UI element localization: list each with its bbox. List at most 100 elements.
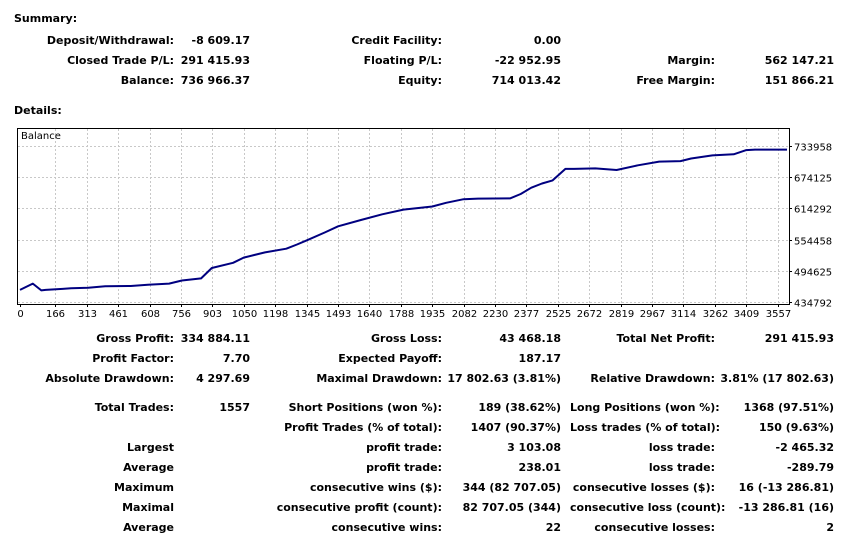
- profit-factor-value: 7.70: [222, 352, 250, 365]
- profit-trades-value: 1407 (90.37%): [470, 421, 561, 434]
- balance-series-line: [19, 148, 787, 292]
- absolute-drawdown-label: Absolute Drawdown:: [45, 372, 174, 385]
- average-profit-value: 238.01: [518, 461, 561, 474]
- long-positions-value: 1368 (97.51%): [743, 401, 834, 414]
- gross-profit-value: 334 884.11: [180, 332, 250, 345]
- largest-loss-label: loss trade:: [648, 441, 715, 454]
- x-tick-label: 1198: [263, 309, 288, 320]
- absolute-drawdown-value: 4 297.69: [196, 372, 250, 385]
- x-tick-label: 3557: [766, 309, 791, 320]
- expected-payoff-value: 187.17: [518, 352, 561, 365]
- x-tick-label: 461: [109, 309, 128, 320]
- max-cons-wins-value: 344 (82 707.05): [462, 481, 561, 494]
- x-tick-label: 1050: [232, 309, 257, 320]
- credit-facility-value: 0.00: [533, 34, 561, 47]
- max-cons-losses-value: 16 (-13 286.81): [738, 481, 834, 494]
- chart-title: Balance: [21, 131, 61, 142]
- x-tick-label: 2230: [483, 309, 508, 320]
- x-tick-label: 608: [141, 309, 160, 320]
- avg-cons-losses-label: consecutive losses:: [594, 521, 715, 534]
- x-tick-label: 2525: [546, 309, 571, 320]
- summary-heading: Summary:: [14, 12, 78, 25]
- x-tick-label: 3114: [671, 309, 696, 320]
- relative-drawdown-value: 3.81% (17 802.63): [720, 372, 834, 385]
- largest-profit-label: profit trade:: [366, 441, 442, 454]
- average-loss-value: -289.79: [786, 461, 834, 474]
- max-cons-losses-label: consecutive losses ($):: [572, 481, 715, 494]
- average-label: Average: [123, 461, 174, 474]
- maximal-cons-loss-label: consecutive loss (count):: [570, 501, 726, 514]
- balance-value: 736 966.37: [180, 74, 250, 87]
- free-margin-value: 151 866.21: [764, 74, 834, 87]
- details-heading: Details:: [14, 104, 62, 117]
- x-tick-label: 1788: [389, 309, 414, 320]
- x-tick-label: 1493: [326, 309, 351, 320]
- x-tick-label: 1640: [357, 309, 382, 320]
- total-net-profit-value: 291 415.93: [764, 332, 834, 345]
- x-tick-label: 3262: [703, 309, 728, 320]
- maximal-cons-profit-value: 82 707.05 (344): [462, 501, 561, 514]
- total-trades-label: Total Trades:: [94, 401, 174, 414]
- x-tick-label: 2082: [452, 309, 477, 320]
- maximum-label: Maximum: [114, 481, 174, 494]
- maximal-cons-loss-value: -13 286.81 (16): [738, 501, 834, 514]
- chart-frame: [17, 128, 790, 305]
- expected-payoff-label: Expected Payoff:: [338, 352, 442, 365]
- gross-loss-value: 43 468.18: [499, 332, 561, 345]
- maximal-drawdown-label: Maximal Drawdown:: [316, 372, 442, 385]
- y-tick-label: 733958: [794, 143, 832, 154]
- floating-label: Floating P/L:: [363, 54, 442, 67]
- profit-trades-label: Profit Trades (% of total):: [284, 421, 442, 434]
- deposit-withdrawal-label: Deposit/Withdrawal:: [46, 34, 174, 47]
- credit-facility-label: Credit Facility:: [351, 34, 442, 47]
- gross-profit-label: Gross Profit:: [96, 332, 174, 345]
- x-tick-label: 756: [172, 309, 191, 320]
- deposit-withdrawal-value: -8 609.17: [191, 34, 251, 47]
- largest-profit-value: 3 103.08: [507, 441, 561, 454]
- x-tick-label: 2377: [514, 309, 539, 320]
- margin-label: Margin:: [667, 54, 715, 67]
- x-tick-label: 313: [78, 309, 97, 320]
- x-tick-label: 2967: [640, 309, 665, 320]
- floating-value: -22 952.95: [494, 54, 561, 67]
- total-trades-value: 1557: [219, 401, 250, 414]
- y-tick-label: 494625: [794, 268, 832, 279]
- loss-trades-label: Loss trades (% of total):: [570, 421, 721, 434]
- y-tick-label: 434792: [794, 299, 832, 310]
- x-tick-label: 166: [46, 309, 65, 320]
- balance-label: Balance:: [120, 74, 174, 87]
- x-tick-label: 903: [203, 309, 222, 320]
- free-margin-label: Free Margin:: [636, 74, 715, 87]
- maximal-label: Maximal: [122, 501, 174, 514]
- average-consecutive-label: Average: [123, 521, 174, 534]
- profit-factor-label: Profit Factor:: [92, 352, 174, 365]
- y-tick-label: 614292: [794, 205, 832, 216]
- x-tick-label: 1935: [420, 309, 445, 320]
- x-tick-label: 1345: [295, 309, 320, 320]
- x-tick-label: 0: [17, 309, 23, 320]
- balance-chart: 0 166 313 461 608 756 903 1050 1198 1345 1493 1640 1…: [17, 128, 832, 320]
- avg-cons-losses-value: 2: [826, 521, 834, 534]
- maximal-drawdown-value: 17 802.63 (3.81%): [447, 372, 561, 385]
- loss-trades-value: 150 (9.63%): [758, 421, 834, 434]
- avg-cons-wins-value: 22: [545, 521, 561, 534]
- x-tick-label: 2672: [577, 309, 602, 320]
- gross-loss-label: Gross Loss:: [371, 332, 442, 345]
- y-tick-label: 554458: [794, 237, 832, 248]
- average-profit-label: profit trade:: [366, 461, 442, 474]
- short-positions-value: 189 (38.62%): [478, 401, 561, 414]
- x-tick-label: 2819: [609, 309, 634, 320]
- relative-drawdown-label: Relative Drawdown:: [590, 372, 715, 385]
- maximal-cons-profit-label: consecutive profit (count):: [276, 501, 442, 514]
- closed-trade-value: 291 415.93: [180, 54, 250, 67]
- max-cons-wins-label: consecutive wins ($):: [309, 481, 442, 494]
- closed-trade-label: Closed Trade P/L:: [67, 54, 174, 67]
- total-net-profit-label: Total Net Profit:: [616, 332, 716, 345]
- average-loss-label: loss trade:: [648, 461, 715, 474]
- y-tick-label: 674125: [794, 174, 832, 185]
- short-positions-label: Short Positions (won %):: [288, 401, 442, 414]
- x-tick-label: 3409: [734, 309, 759, 320]
- equity-label: Equity:: [398, 74, 442, 87]
- avg-cons-wins-label: consecutive wins:: [331, 521, 442, 534]
- largest-loss-value: -2 465.32: [775, 441, 835, 454]
